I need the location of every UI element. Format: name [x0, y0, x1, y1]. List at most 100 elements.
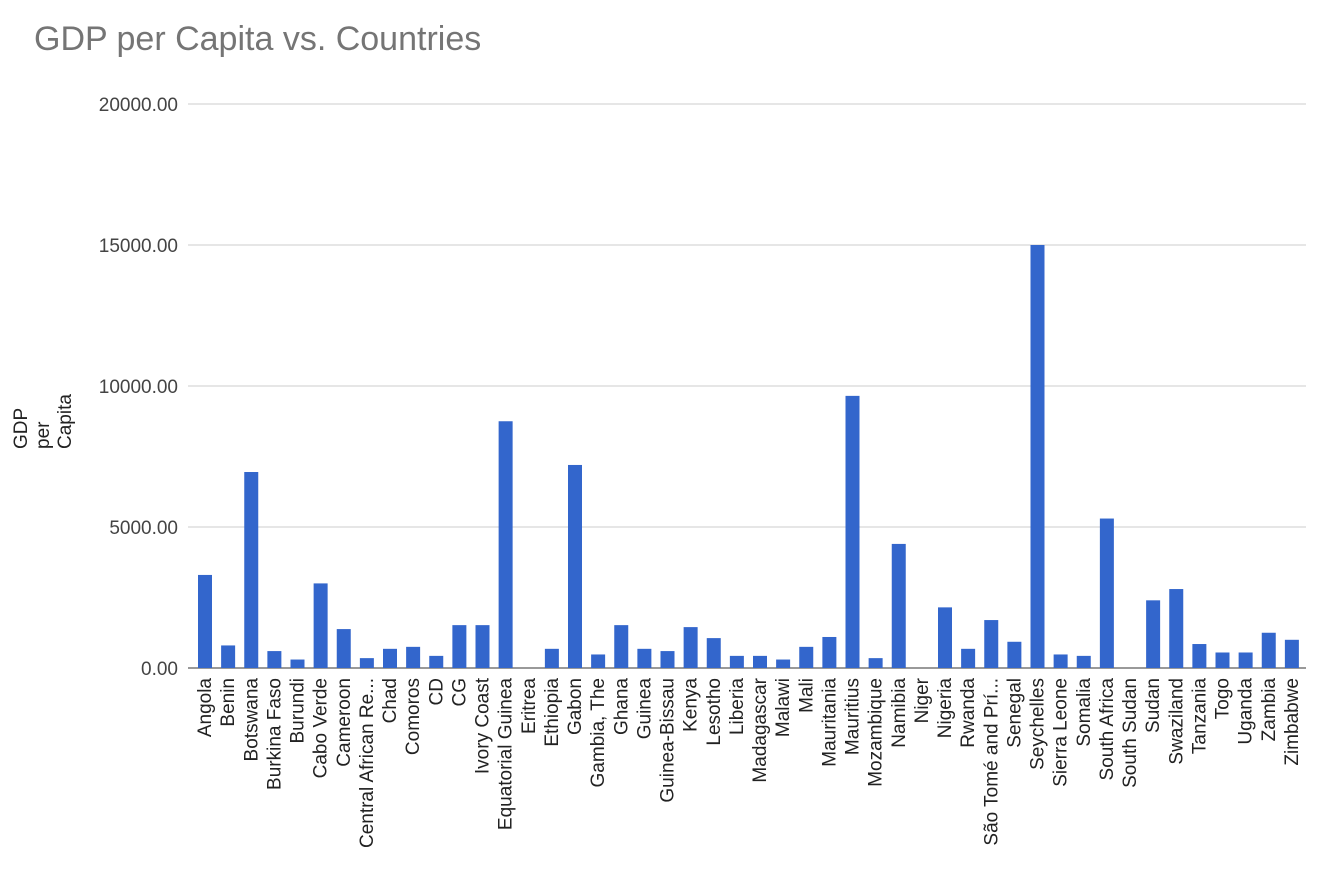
bar[interactable] [383, 648, 397, 668]
bar[interactable] [359, 658, 374, 668]
bar[interactable] [1261, 632, 1276, 668]
x-tick-label: Equatorial Guinea [496, 678, 517, 831]
bar[interactable] [244, 472, 259, 668]
bar[interactable] [961, 648, 976, 668]
x-tick-label: Ghana [611, 678, 632, 735]
bar[interactable] [1215, 652, 1230, 668]
x-tick-label: Sierra Leone [1051, 678, 1072, 787]
y-tick-label: 20000.00 [99, 95, 178, 116]
x-tick-label: Kenya [681, 678, 702, 732]
y-tick-label: 10000.00 [99, 377, 178, 398]
bar[interactable] [891, 543, 906, 668]
x-tick-label: South Africa [1097, 678, 1118, 781]
bar[interactable] [799, 646, 814, 668]
bar[interactable] [406, 646, 421, 668]
bar[interactable] [221, 645, 236, 668]
x-tick-label: Chad [380, 678, 401, 723]
x-tick-label: Rwanda [958, 678, 979, 748]
bar[interactable] [568, 464, 582, 668]
x-tick-label: Cabo Verde [311, 678, 332, 778]
y-tick-label: 15000.00 [99, 236, 178, 257]
bar[interactable] [984, 620, 999, 668]
x-tick-label: Togo [1213, 678, 1234, 719]
bar[interactable] [290, 659, 305, 668]
x-tick-label: Central African Re... [357, 678, 378, 848]
bar[interactable] [776, 659, 791, 668]
x-tick-label: Lesotho [704, 678, 725, 746]
x-tick-label: Botswana [241, 678, 262, 762]
x-tick-label: South Sudan [1120, 678, 1141, 788]
x-tick-label: CG [449, 678, 470, 707]
bar[interactable] [1169, 589, 1184, 668]
bar[interactable] [637, 648, 652, 668]
x-tick-label: Gambia, The [588, 678, 609, 787]
x-tick-label: Namibia [889, 678, 910, 748]
x-tick-label: Comoros [403, 678, 424, 755]
x-tick-label: Senegal [1004, 678, 1025, 748]
bar[interactable] [1284, 639, 1299, 668]
bar[interactable] [1192, 644, 1207, 668]
bar[interactable] [753, 655, 767, 668]
bar[interactable] [544, 648, 559, 668]
y-tick-label: 5000.00 [109, 518, 178, 539]
x-tick-label: São Tomé and Prí... [981, 678, 1002, 846]
bar[interactable] [1007, 641, 1022, 668]
x-tick-label: Guinea [634, 678, 655, 740]
bar[interactable] [591, 654, 606, 668]
x-tick-label: Mauritius [843, 678, 864, 755]
bar[interactable] [267, 651, 282, 668]
y-tick-label: 0.00 [141, 659, 178, 680]
bar[interactable] [938, 607, 952, 668]
x-tick-label: Nigeria [935, 678, 956, 739]
x-tick-label: Mali [796, 678, 817, 713]
bar[interactable] [452, 625, 467, 668]
bar[interactable] [1238, 652, 1253, 668]
x-tick-label: Cameroon [334, 678, 355, 767]
bar[interactable] [198, 574, 212, 668]
x-tick-label: Zimbabwe [1282, 678, 1303, 766]
x-tick-label: Eritrea [519, 678, 540, 734]
bar[interactable] [475, 625, 490, 668]
bar[interactable] [845, 395, 860, 668]
x-tick-label: Burundi [288, 678, 309, 744]
x-tick-label: Ethiopia [542, 678, 563, 747]
x-tick-label: Mozambique [866, 678, 887, 787]
x-tick-label: Ivory Coast [473, 677, 494, 774]
bar[interactable] [1146, 600, 1161, 668]
bar[interactable] [1053, 654, 1068, 668]
x-tick-label: Tanzania [1189, 678, 1210, 754]
bar[interactable] [429, 655, 444, 668]
bar[interactable] [706, 638, 721, 668]
x-tick-label: Somalia [1074, 678, 1095, 747]
bar[interactable] [614, 625, 629, 668]
x-tick-label: Burkina Faso [264, 678, 285, 790]
bar[interactable] [1030, 245, 1045, 668]
x-tick-label: Benin [218, 678, 239, 727]
x-tick-label: Liberia [727, 678, 748, 735]
x-tick-label: Mauritania [819, 678, 840, 767]
bar[interactable] [822, 636, 837, 668]
x-tick-label: Seychelles [1028, 678, 1049, 770]
x-tick-label: Sudan [1143, 678, 1164, 733]
x-tick-label: Uganda [1236, 678, 1257, 745]
bar[interactable] [660, 651, 675, 668]
bar[interactable] [1076, 655, 1091, 668]
bar[interactable] [1099, 518, 1114, 668]
x-tick-label: CD [426, 678, 447, 705]
bar[interactable] [729, 655, 744, 668]
x-tick-label: Niger [912, 677, 933, 723]
x-tick-label: Madagascar [750, 677, 771, 782]
bar[interactable] [683, 627, 698, 668]
bar[interactable] [336, 629, 351, 668]
x-tick-label: Malawi [773, 678, 794, 737]
x-tick-label: Gabon [565, 678, 586, 735]
x-tick-label: Swaziland [1166, 678, 1187, 765]
x-tick-label: Zambia [1259, 678, 1280, 742]
bar[interactable] [313, 583, 328, 668]
x-tick-label: Guinea-Bissau [658, 678, 679, 803]
chart-title: GDP per Capita vs. Countries [34, 20, 482, 58]
bar[interactable] [498, 421, 513, 668]
bar[interactable] [868, 658, 883, 668]
x-tick-label: Angola [195, 678, 216, 738]
